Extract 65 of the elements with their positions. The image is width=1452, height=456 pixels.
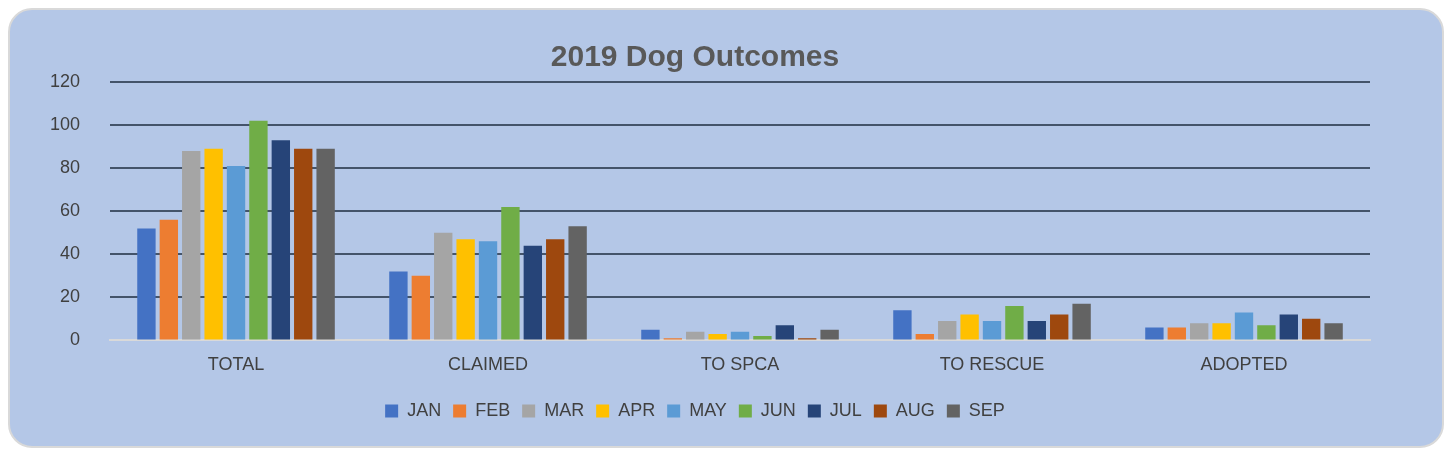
bar xyxy=(730,331,750,340)
bar xyxy=(523,245,543,340)
bar xyxy=(960,314,979,340)
bar xyxy=(1190,323,1209,340)
bar xyxy=(1212,323,1231,340)
bar xyxy=(686,331,705,340)
bar xyxy=(753,336,772,340)
bar xyxy=(294,148,313,340)
y-tick-label: 20 xyxy=(60,286,81,307)
legend-label: AUG xyxy=(895,399,935,420)
bar xyxy=(708,333,727,340)
bar xyxy=(1005,305,1024,340)
bar xyxy=(226,165,246,340)
bar xyxy=(137,228,156,340)
y-tick-label: 60 xyxy=(60,200,81,221)
legend-label: MAR xyxy=(544,399,585,420)
bar xyxy=(982,321,1002,340)
bar xyxy=(641,329,660,340)
x-tick-label: TO RESCUE xyxy=(939,354,1045,375)
bar xyxy=(938,321,957,340)
bar xyxy=(1324,323,1343,340)
bar xyxy=(1145,327,1164,340)
bar xyxy=(893,310,912,340)
legend-label: JUL xyxy=(829,399,862,420)
bar xyxy=(546,239,565,340)
bar xyxy=(389,271,408,340)
bar xyxy=(316,148,335,340)
legend-label: SEP xyxy=(968,399,1005,420)
bar xyxy=(271,140,291,340)
bar xyxy=(182,150,201,340)
bar xyxy=(501,206,520,340)
bar xyxy=(1027,321,1046,340)
legend-label: JUN xyxy=(760,399,796,420)
x-tick-label: TOTAL xyxy=(207,354,265,375)
bar xyxy=(1279,314,1298,340)
bar xyxy=(820,329,839,340)
bar xyxy=(775,325,794,340)
bar xyxy=(1257,325,1276,340)
bar xyxy=(434,232,453,340)
x-tick-label: ADOPTED xyxy=(1200,354,1288,375)
y-tick-label: 100 xyxy=(49,114,81,135)
bar xyxy=(568,226,587,340)
bar xyxy=(1167,327,1186,340)
bar xyxy=(478,241,498,340)
x-tick-label: TO SPCA xyxy=(700,354,780,375)
bar xyxy=(249,120,268,340)
bar xyxy=(204,148,223,340)
y-tick-label: 40 xyxy=(60,243,81,264)
bar xyxy=(456,239,475,340)
x-tick-label: CLAIMED xyxy=(448,354,529,375)
bar xyxy=(1072,303,1091,340)
legend-label: JAN xyxy=(407,399,442,420)
y-tick-label: 80 xyxy=(60,157,81,178)
bar xyxy=(159,219,179,340)
bar xyxy=(1234,312,1254,340)
y-tick-label: 120 xyxy=(49,70,81,91)
bar xyxy=(1050,314,1069,340)
bar xyxy=(915,333,934,340)
bar xyxy=(411,275,431,340)
legend-label: FEB xyxy=(475,399,511,420)
legend-label: APR xyxy=(618,399,656,420)
bar xyxy=(1302,318,1321,340)
legend-label: MAY xyxy=(689,399,727,420)
chart-title: 2019 Dog Outcomes xyxy=(550,39,840,73)
y-tick-label: 0 xyxy=(70,329,81,350)
